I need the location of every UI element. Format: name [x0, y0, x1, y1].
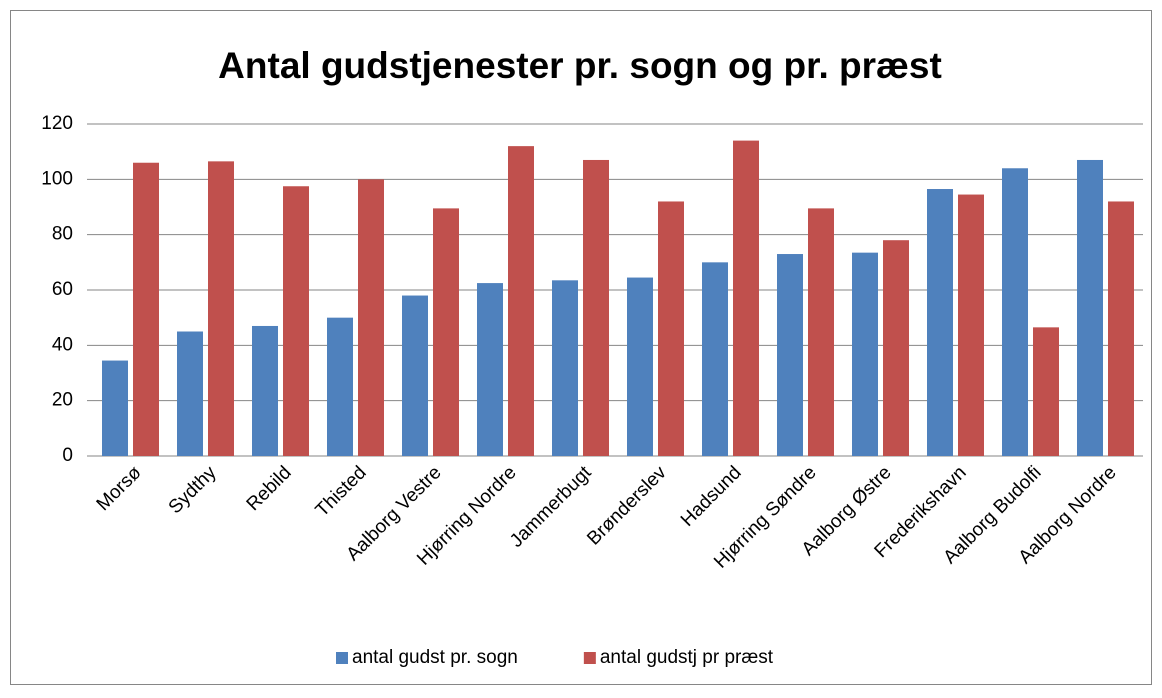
- bar: [927, 189, 953, 456]
- bar: [733, 140, 759, 456]
- bar: [658, 201, 684, 456]
- bar: [958, 194, 984, 457]
- y-tick-label: 120: [41, 113, 73, 134]
- legend-swatch: [336, 652, 348, 664]
- bar: [358, 179, 384, 457]
- bar: [508, 146, 534, 456]
- bar: [583, 159, 609, 456]
- y-tick-label: 0: [62, 445, 73, 466]
- legend-label: antal gudst pr. sogn: [352, 647, 518, 668]
- y-tick-label: 20: [52, 390, 73, 411]
- bar: [883, 240, 909, 456]
- bar: [1077, 159, 1103, 456]
- bar: [402, 295, 428, 456]
- bar: [102, 360, 128, 456]
- bar: [327, 317, 353, 456]
- legend-label: antal gudstj pr præst: [600, 647, 774, 668]
- bar: [702, 262, 728, 456]
- bar: [283, 186, 309, 456]
- legend-swatch: [583, 652, 596, 664]
- bar: [852, 252, 878, 456]
- y-tick-label: 80: [52, 224, 73, 245]
- bar: [252, 325, 278, 456]
- bar: [808, 208, 834, 456]
- bar: [627, 277, 653, 456]
- bar: [477, 283, 503, 456]
- bar: [1033, 327, 1059, 456]
- bar: [1002, 168, 1028, 456]
- bar: [133, 162, 159, 456]
- bar: [777, 254, 803, 456]
- chart-title: Antal gudstjenester pr. sogn og pr. præs…: [218, 45, 942, 86]
- bar: [177, 331, 203, 456]
- bar: [208, 161, 234, 456]
- y-tick-label: 60: [52, 279, 73, 300]
- bar: [433, 208, 459, 456]
- y-tick-label: 100: [41, 168, 73, 189]
- bar: [552, 280, 578, 456]
- y-tick-label: 40: [52, 334, 73, 355]
- bar: [1108, 201, 1134, 456]
